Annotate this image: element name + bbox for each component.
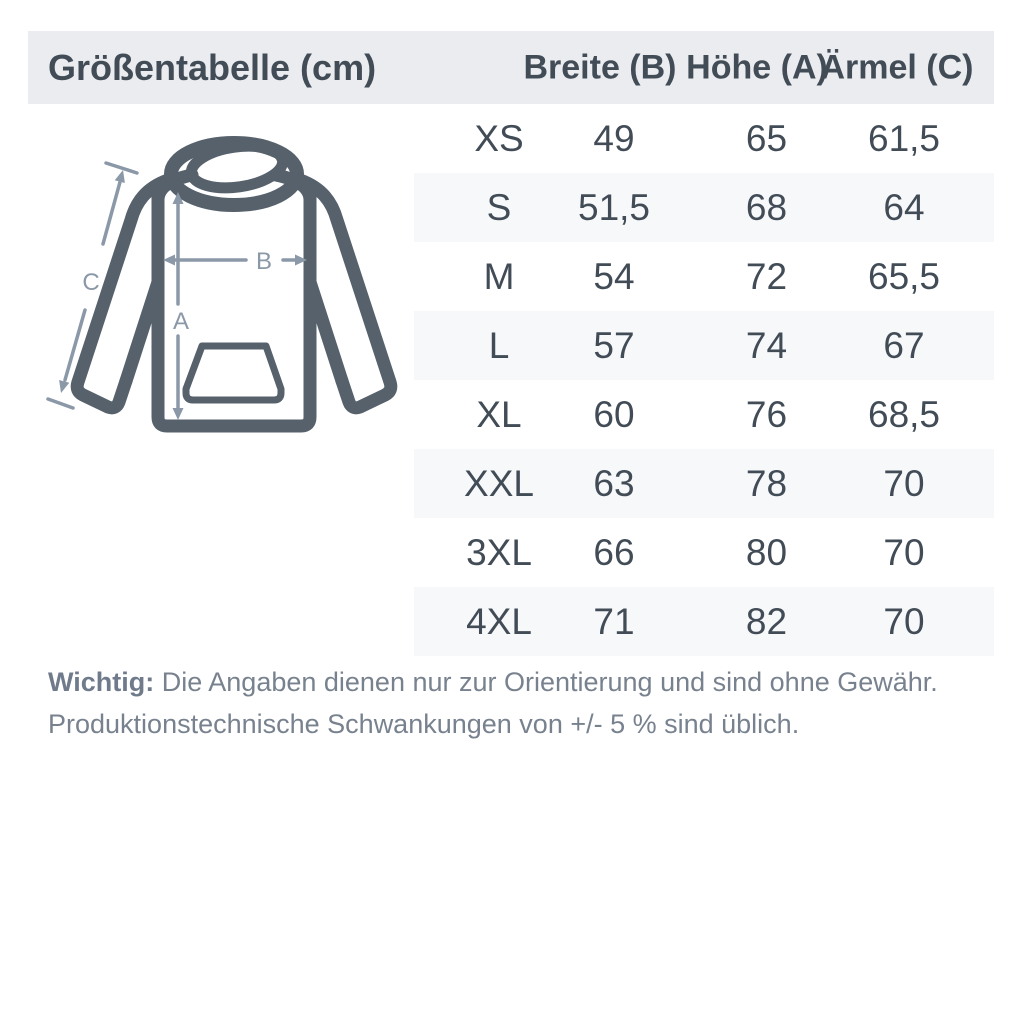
breite-cell: 60 xyxy=(593,393,635,435)
hoehe-cell: 82 xyxy=(745,600,788,642)
arrowhead-icon xyxy=(114,170,125,183)
breite-cell: 54 xyxy=(593,255,635,297)
table-row: 4XL 71 82 70 xyxy=(414,587,994,656)
breite-cell: 49 xyxy=(593,117,635,159)
hoodie-measurement-diagram: A B C xyxy=(46,136,398,433)
breite-cell: 66 xyxy=(593,531,635,573)
hoehe-cell: 72 xyxy=(745,255,788,297)
column-header-breite: Breite (B) xyxy=(523,48,677,86)
measure-label-a: A xyxy=(173,308,189,335)
disclaimer-bold-label: Wichtig: xyxy=(48,667,155,697)
spacer-cell xyxy=(919,518,994,587)
size-chart-header: Größentabelle (cm) Breite (B) Höhe (A) Ä… xyxy=(28,31,994,104)
arrow-c-line xyxy=(63,308,87,382)
hoehe-cell: 68 xyxy=(745,186,788,228)
arrow-c-tick xyxy=(104,161,139,175)
breite-cell: 51,5 xyxy=(578,186,651,228)
column-header-aermel: Ärmel (C) xyxy=(820,48,974,86)
disclaimer: Wichtig: Die Angaben dienen nur zur Orie… xyxy=(48,661,978,745)
aermel-cell: 70 xyxy=(883,462,925,504)
hoehe-cell: 78 xyxy=(745,462,788,504)
measure-label-c: C xyxy=(82,269,99,296)
aermel-cell: 64 xyxy=(883,186,925,228)
spacer-cell xyxy=(919,104,994,173)
hoodie-outline-icon xyxy=(70,136,398,433)
disclaimer-line1: Die Angaben dienen nur zur Orientierung … xyxy=(161,667,938,697)
table-row: S 51,5 68 64 xyxy=(414,173,994,242)
size-cell: XXL xyxy=(464,462,534,504)
spacer-cell xyxy=(919,380,994,449)
arrowhead-icon xyxy=(172,192,184,204)
table-row: XL 60 76 68,5 xyxy=(414,380,994,449)
arrowhead-icon xyxy=(59,380,70,393)
disclaimer-line2: Produktionstechnische Schwankungen von +… xyxy=(48,709,800,739)
arrow-c-line xyxy=(101,180,122,246)
arrowhead-icon xyxy=(163,254,175,266)
hoehe-cell: 80 xyxy=(745,531,788,573)
arrowhead-icon xyxy=(295,254,307,266)
page-title: Größentabelle (cm) xyxy=(48,46,377,88)
hoehe-cell: 76 xyxy=(745,393,788,435)
table-row: M 54 72 65,5 xyxy=(414,242,994,311)
aermel-cell: 67 xyxy=(883,324,925,366)
aermel-cell: 65,5 xyxy=(868,255,941,297)
table-row: XXL 63 78 70 xyxy=(414,449,994,518)
spacer-cell xyxy=(919,311,994,380)
spacer-cell xyxy=(919,587,994,656)
arrow-c-tick xyxy=(46,397,75,410)
aermel-cell: 61,5 xyxy=(868,117,941,159)
arrowheads xyxy=(59,170,307,420)
spacer-cell xyxy=(919,173,994,242)
size-table: XS 49 65 61,5 S 51,5 68 64 M 54 72 65,5 … xyxy=(414,104,994,656)
size-cell: M xyxy=(483,255,515,297)
hoehe-cell: 74 xyxy=(745,324,788,366)
table-row: 3XL 66 80 70 xyxy=(414,518,994,587)
dimension-arrows xyxy=(46,161,297,411)
breite-cell: 57 xyxy=(593,324,635,366)
column-header-hoehe: Höhe (A) xyxy=(686,48,828,86)
aermel-cell: 70 xyxy=(883,600,925,642)
aermel-cell: 70 xyxy=(883,531,925,573)
arrowhead-icon xyxy=(172,408,184,420)
size-cell: 4XL xyxy=(466,600,532,642)
measure-label-b: B xyxy=(256,248,272,275)
size-cell: 3XL xyxy=(466,531,532,573)
spacer-cell xyxy=(919,449,994,518)
spacer-cell xyxy=(919,242,994,311)
hoehe-cell: 65 xyxy=(745,117,788,159)
size-cell: XL xyxy=(476,393,522,435)
size-cell: L xyxy=(488,324,510,366)
table-row: L 57 74 67 xyxy=(414,311,994,380)
aermel-cell: 68,5 xyxy=(868,393,941,435)
size-cell: XS xyxy=(474,117,524,159)
size-cell: S xyxy=(486,186,512,228)
table-row: XS 49 65 61,5 xyxy=(414,104,994,173)
breite-cell: 71 xyxy=(593,600,635,642)
breite-cell: 63 xyxy=(593,462,635,504)
